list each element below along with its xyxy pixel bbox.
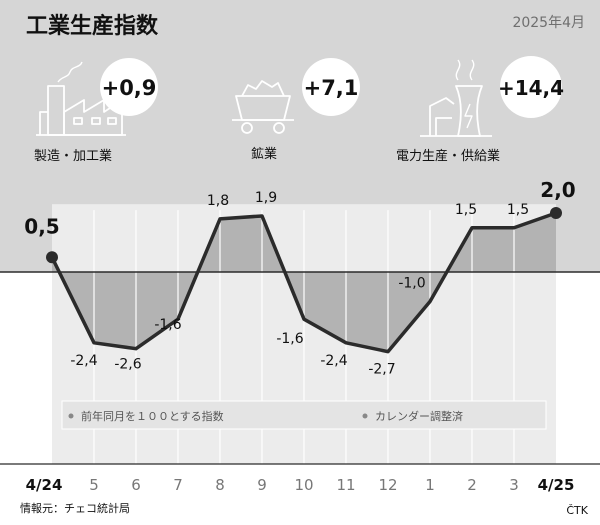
- data-label: -1,6: [276, 331, 303, 347]
- data-label: 1,5: [507, 202, 529, 218]
- x-tick-label: 1: [425, 476, 435, 494]
- mining-value: +7,1: [304, 76, 359, 100]
- power-plant-icon: [420, 59, 492, 137]
- energy-value: +14,4: [498, 76, 564, 100]
- x-tick-label: 5: [89, 476, 99, 494]
- x-tick-label: 8: [215, 476, 225, 494]
- manufacturing-value: +0,9: [102, 76, 157, 100]
- mining-label: 鉱業: [251, 146, 277, 162]
- manufacturing-label: 製造・加工業: [34, 148, 112, 164]
- x-tick-label: 12: [378, 476, 397, 494]
- x-tick-label: 2: [467, 476, 477, 494]
- x-tick-label: 4/25: [538, 476, 575, 494]
- data-label: 1,9: [255, 190, 277, 206]
- x-tick-label: 7: [173, 476, 183, 494]
- data-point-start: [46, 251, 58, 264]
- legend-bullet: [362, 413, 368, 419]
- data-label: -1,0: [398, 276, 425, 292]
- legend-box: [61, 400, 547, 430]
- sector-value-badge: [100, 58, 158, 116]
- legend-item: 前年同月を１００とする指数: [81, 409, 224, 423]
- sector-value-badge: [500, 56, 562, 118]
- x-tick-label: 4/24: [26, 476, 63, 494]
- sector-value-badge: [302, 58, 360, 116]
- data-label: -2,4: [70, 353, 97, 369]
- data-label: 1,8: [207, 193, 229, 209]
- date-label: 2025年4月: [512, 15, 585, 31]
- credit-text: ČTK: [566, 504, 588, 517]
- energy-label: 電力生産・供給業: [396, 148, 500, 164]
- x-tick-label: 3: [509, 476, 519, 494]
- data-label: -2,6: [114, 357, 141, 373]
- page-title: 工業生産指数: [26, 13, 159, 39]
- data-point-end: [550, 207, 562, 219]
- x-tick-label: 6: [131, 476, 141, 494]
- data-label: 0,5: [24, 214, 59, 238]
- chart-plot: 0,5 -2,4 -2,6 -1,6 1,8 1,9 -1,6 -2,4 -2,7 -1,0 1,5…: [0, 178, 600, 494]
- data-label: -2,4: [320, 353, 347, 369]
- data-label: -2,7: [368, 362, 395, 378]
- x-tick-label: 11: [336, 476, 355, 494]
- x-tick-label: 9: [257, 476, 267, 494]
- data-label: 2,0: [540, 178, 575, 202]
- legend-item: カレンダー調整済: [375, 409, 463, 423]
- source-text: 情報元：チェコ統計局: [20, 501, 130, 515]
- mine-cart-icon: [232, 80, 294, 134]
- data-label: 1,5: [455, 202, 477, 218]
- series-line: [50, 211, 557, 354]
- legend-bullet: [68, 413, 74, 419]
- data-label: -1,6: [154, 317, 181, 333]
- x-tick-label: 10: [294, 476, 313, 494]
